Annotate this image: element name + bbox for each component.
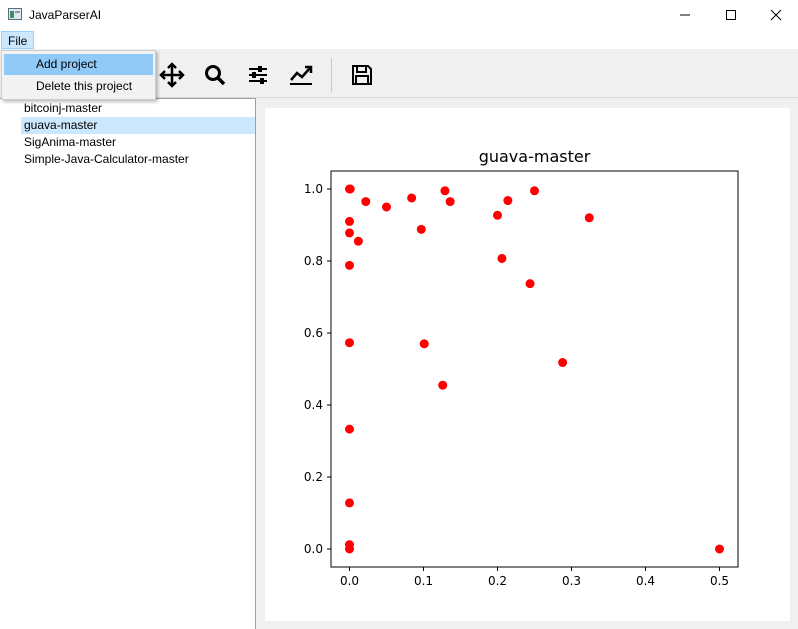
figure-canvas[interactable]: guava-master 0.0 0.1 0.2 0.3 0.4 0.5 0.0 0.2 0.4 0… — [265, 108, 790, 621]
plot-axes-frame — [330, 170, 739, 568]
zoom-button[interactable] — [201, 62, 229, 88]
close-icon — [770, 9, 782, 21]
menu-file[interactable]: File — [1, 31, 35, 49]
data-point — [353, 236, 363, 246]
file-menu-dropdown: Add project Delete this project — [1, 50, 156, 100]
scatter-chart: guava-master 0.0 0.1 0.2 0.3 0.4 0.5 0.0 0.2 0.4 0… — [304, 147, 739, 588]
y-tick-label: 0.8 — [304, 254, 323, 268]
chart-title: guava-master — [479, 147, 591, 166]
pan-icon — [159, 62, 185, 88]
data-point — [345, 260, 354, 270]
x-tick-label: 0.1 — [414, 574, 433, 588]
add-project-menu-item[interactable]: Add project — [4, 54, 153, 75]
data-point — [440, 186, 450, 196]
list-item[interactable]: bitcoinj-master — [24, 101, 103, 115]
maximize-button[interactable] — [708, 0, 754, 30]
y-tick-label: 0.2 — [304, 470, 323, 484]
data-point — [345, 498, 354, 508]
minimize-icon — [680, 14, 690, 16]
data-point — [445, 197, 455, 207]
data-point — [345, 216, 354, 226]
x-tick-label: 0.2 — [488, 574, 507, 588]
x-tick-label: 0.3 — [562, 574, 581, 588]
y-tick-label: 1.0 — [304, 182, 323, 196]
project-list: bitcoinj-master guava-master SigAnima-ma… — [0, 98, 256, 629]
maximize-icon — [726, 10, 736, 20]
data-point — [525, 279, 535, 289]
list-item-selected[interactable]: guava-master — [21, 117, 255, 134]
close-button[interactable] — [753, 0, 798, 30]
plot-panel: guava-master 0.0 0.1 0.2 0.3 0.4 0.5 0.0 0.2 0.4 0… — [257, 98, 798, 629]
zoom-icon — [205, 65, 226, 86]
data-point — [345, 544, 354, 554]
edit-axes-icon — [290, 65, 313, 85]
data-point — [530, 186, 539, 196]
data-point — [438, 380, 448, 390]
y-tick-label: 0.4 — [304, 398, 323, 412]
app-icon — [8, 8, 22, 20]
y-tick-label: 0.6 — [304, 326, 323, 340]
data-point — [497, 253, 507, 263]
list-item[interactable]: SigAnima-master — [24, 135, 117, 149]
edit-axes-button[interactable] — [287, 62, 315, 88]
delete-project-menu-item[interactable]: Delete this project — [36, 79, 133, 93]
data-point — [345, 184, 355, 194]
list-item[interactable]: Simple-Java-Calculator-master — [24, 152, 189, 166]
x-tick-label: 0.5 — [710, 574, 729, 588]
data-point — [345, 424, 354, 434]
save-button[interactable] — [348, 62, 376, 88]
menu-bar: File — [0, 30, 798, 50]
pan-button[interactable] — [158, 62, 186, 88]
data-point — [503, 196, 513, 206]
x-tick-label: 0.0 — [340, 574, 359, 588]
data-point — [493, 210, 502, 220]
data-point — [419, 339, 429, 349]
data-point — [345, 228, 354, 238]
save-icon — [352, 65, 372, 85]
data-point — [345, 338, 354, 348]
data-point — [382, 202, 391, 212]
window-title: JavaParserAI — [29, 8, 102, 22]
data-point — [407, 193, 417, 203]
title-bar: JavaParserAI — [0, 0, 798, 30]
x-tick-label: 0.4 — [636, 574, 655, 588]
y-tick-label: 0.0 — [304, 542, 323, 556]
minimize-button[interactable] — [662, 0, 708, 30]
data-point — [715, 544, 724, 554]
data-point — [558, 358, 568, 368]
toolbar-separator — [331, 58, 332, 92]
data-point — [584, 213, 594, 223]
configure-subplots-icon — [249, 66, 267, 84]
data-point — [361, 197, 371, 207]
data-point — [416, 224, 426, 234]
configure-subplots-button[interactable] — [244, 62, 272, 88]
